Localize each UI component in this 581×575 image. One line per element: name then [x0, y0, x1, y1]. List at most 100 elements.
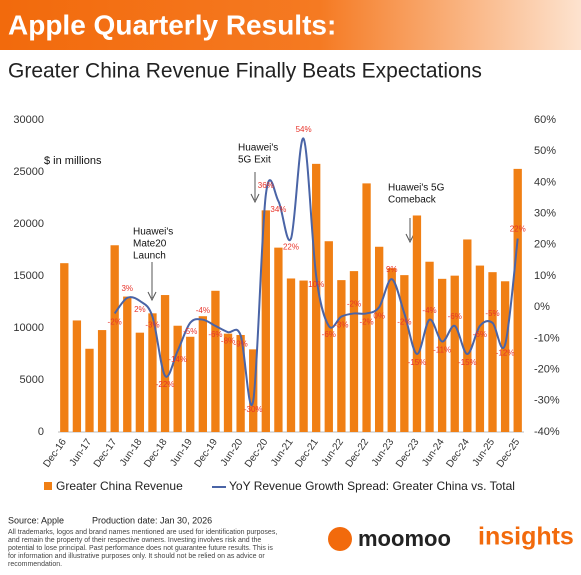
disclaimer: and remain the property of their respect…	[8, 537, 261, 544]
source: Source: Apple	[8, 515, 64, 525]
arrow-head	[147, 291, 157, 302]
annotation: Launch	[133, 251, 166, 262]
y2-tick-label: -20%	[534, 364, 560, 376]
data-label: -6%	[448, 312, 462, 321]
data-label: -3%	[145, 321, 159, 330]
x-tick-label: Jun-20	[219, 437, 246, 469]
annotation: Huawei's 5G	[388, 183, 445, 194]
data-label: -2%	[397, 318, 411, 327]
data-label: -5%	[485, 309, 499, 318]
y-tick-label: 25000	[13, 166, 44, 178]
bar	[387, 268, 396, 432]
x-tick-label: Dec-22	[344, 437, 372, 470]
y2-tick-label: 30%	[534, 208, 556, 220]
y-axis-label: $ in millions	[44, 155, 102, 167]
bar	[274, 247, 283, 432]
data-label: -3%	[334, 321, 348, 330]
title: Apple Quarterly Results:	[8, 9, 336, 40]
bar	[186, 336, 195, 432]
bar	[223, 333, 233, 432]
data-label: 34%	[270, 205, 286, 214]
x-tick-label: Dec-18	[142, 437, 170, 470]
data-label: -2%	[359, 318, 373, 327]
x-tick-label: Jun-25	[471, 437, 498, 469]
y2-tick-label: 20%	[534, 239, 556, 251]
brand: moomoo	[358, 526, 451, 551]
annotation: Comeback	[388, 195, 437, 206]
arrow-head	[250, 193, 260, 204]
disclaimer: potential to lose principal. Past perfor…	[8, 545, 273, 552]
data-label: -12%	[496, 349, 515, 358]
bar	[463, 239, 472, 432]
x-tick-label: Jun-17	[68, 437, 95, 469]
bar	[236, 334, 245, 432]
y-tick-label: 15000	[13, 270, 44, 282]
disclaimer: All trademarks, logos and brand names me…	[8, 529, 277, 536]
bar	[400, 275, 409, 432]
bar	[211, 290, 220, 432]
bar	[135, 332, 145, 432]
x-tick-label: Dec-19	[193, 437, 221, 470]
y-tick-label: 20000	[13, 218, 44, 230]
bar	[97, 330, 107, 432]
subtitle: Greater China Revenue Finally Beats Expe…	[8, 60, 482, 83]
y2-tick-label: 50%	[534, 145, 556, 157]
data-label: -8%	[221, 336, 235, 345]
x-tick-label: Dec-24	[444, 437, 472, 470]
annotation: Huawei's	[133, 227, 173, 238]
data-label: 2%	[134, 305, 146, 314]
disclaimer: for information and illustrative purpose…	[8, 553, 265, 560]
bar	[362, 183, 371, 432]
bar	[513, 168, 522, 432]
x-tick-label: Dec-16	[41, 437, 69, 470]
bar	[450, 275, 459, 432]
x-tick-label: Jun-22	[319, 437, 346, 469]
data-label: -4%	[196, 306, 210, 315]
data-label: 0%	[373, 311, 385, 320]
legend-swatch	[44, 482, 52, 490]
brand-sub: insights	[478, 523, 574, 551]
annotation: Huawei's	[238, 143, 278, 154]
data-label: 10%	[308, 280, 324, 289]
annotations	[147, 172, 415, 302]
x-tick-label: Dec-20	[243, 437, 271, 470]
line	[113, 137, 519, 406]
x-tick-label: Dec-21	[293, 437, 321, 470]
data-label: -15%	[408, 358, 427, 367]
bar	[123, 296, 132, 432]
annotation: Mate20	[133, 239, 167, 250]
data-label: -30%	[244, 405, 263, 414]
bar	[148, 313, 157, 432]
x-tick-label: Jun-19	[168, 437, 195, 469]
disclaimer: recommendation.	[8, 561, 62, 568]
legend-label: Greater China Revenue	[56, 479, 183, 493]
bar	[85, 348, 94, 432]
bar	[312, 163, 321, 432]
y-tick-label: 0	[38, 426, 44, 438]
logo: moomoo insights	[328, 523, 574, 551]
bar	[286, 278, 296, 432]
y2-tick-label: 60%	[534, 114, 556, 126]
data-label: 54%	[296, 125, 312, 134]
x-tick-label: Dec-25	[495, 437, 523, 470]
bar	[160, 295, 170, 432]
y2-tick-label: 10%	[534, 270, 556, 282]
y-tick-label: 10000	[13, 322, 44, 334]
data-label: 22%	[510, 225, 526, 234]
bar	[437, 278, 447, 432]
production-date: Production date: Jan 30, 2026	[92, 515, 212, 525]
annotation: 5G Exit	[238, 155, 271, 166]
data-label: -5%	[183, 327, 197, 336]
data-label: 3%	[121, 284, 133, 293]
legend-label: YoY Revenue Growth Spread: Greater China…	[229, 479, 515, 493]
x-tick-label: Jun-23	[370, 437, 397, 469]
bar	[425, 261, 434, 432]
bar	[375, 246, 384, 432]
data-label: -2%	[108, 318, 122, 327]
bar	[412, 215, 422, 432]
data-label: -14%	[168, 355, 187, 364]
bar	[198, 316, 207, 432]
bar	[349, 271, 359, 432]
data-label: -9%	[234, 339, 248, 348]
